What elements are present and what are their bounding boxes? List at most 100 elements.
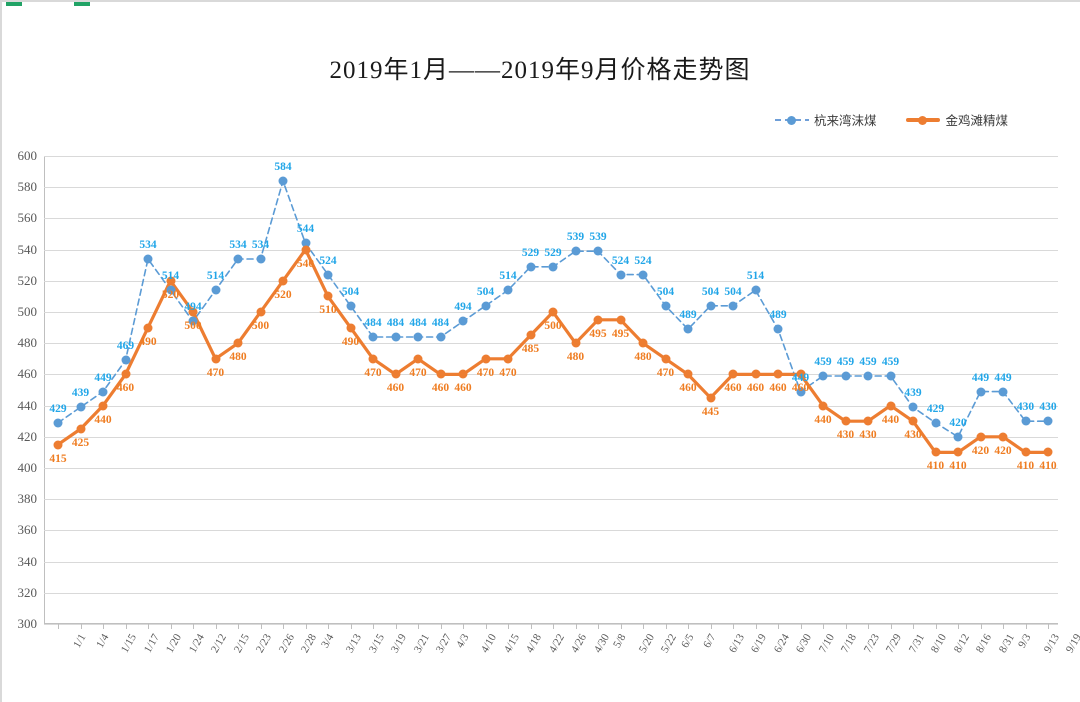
legend-item-blue[interactable]: 杭来湾沫煤 [774, 110, 876, 129]
data-point[interactable] [121, 355, 130, 365]
data-point[interactable] [593, 246, 603, 256]
data-point[interactable] [1021, 447, 1030, 457]
data-point[interactable] [391, 369, 400, 379]
data-point[interactable] [346, 301, 355, 311]
data-point[interactable] [323, 291, 333, 301]
gridline [44, 249, 1058, 251]
data-point[interactable] [53, 418, 63, 428]
data-point[interactable] [931, 418, 940, 428]
data-point[interactable] [503, 285, 513, 295]
data-point[interactable] [211, 354, 220, 364]
data-point[interactable] [661, 354, 670, 364]
data-point[interactable] [143, 254, 153, 264]
data-point[interactable] [571, 246, 580, 256]
data-point[interactable] [751, 285, 760, 295]
data-point[interactable] [256, 307, 265, 317]
data-point[interactable] [593, 315, 603, 325]
data-point[interactable] [796, 387, 805, 397]
data-point[interactable] [143, 323, 153, 333]
data-point[interactable] [368, 354, 378, 364]
data-point[interactable] [728, 369, 738, 379]
data-point[interactable] [301, 238, 310, 248]
data-point[interactable] [953, 447, 963, 457]
data-point[interactable] [661, 301, 670, 311]
data-point-label: 484 [386, 317, 405, 329]
data-point[interactable] [706, 301, 715, 311]
data-point[interactable] [188, 316, 198, 326]
data-point[interactable] [548, 262, 558, 272]
data-point[interactable] [1043, 447, 1053, 457]
data-point[interactable] [571, 338, 580, 348]
data-point[interactable] [436, 332, 445, 342]
data-point[interactable] [976, 387, 985, 397]
data-point[interactable] [233, 338, 243, 348]
data-point[interactable] [458, 369, 468, 379]
chart-legend[interactable]: 杭来湾沫煤 金鸡滩精煤 [774, 110, 1008, 129]
data-point[interactable] [773, 369, 783, 379]
data-point[interactable] [683, 369, 693, 379]
data-point[interactable] [1043, 416, 1053, 426]
data-point[interactable] [458, 316, 468, 326]
data-point[interactable] [638, 338, 648, 348]
data-point[interactable] [391, 332, 400, 342]
data-point[interactable] [638, 270, 648, 280]
data-point[interactable] [886, 371, 895, 381]
data-point[interactable] [53, 440, 63, 450]
data-point[interactable] [481, 354, 490, 364]
data-point[interactable] [233, 254, 243, 264]
data-point[interactable] [526, 262, 535, 272]
data-point[interactable] [616, 270, 625, 280]
data-point[interactable] [413, 332, 423, 342]
data-point[interactable] [998, 432, 1008, 442]
data-point[interactable] [301, 245, 310, 255]
data-point-label: 520 [274, 288, 292, 301]
data-point[interactable] [548, 307, 558, 317]
data-point[interactable] [278, 276, 288, 286]
data-point[interactable] [98, 387, 108, 397]
data-point[interactable] [121, 369, 130, 379]
data-point[interactable] [413, 354, 423, 364]
data-point[interactable] [841, 371, 850, 381]
data-point[interactable] [188, 307, 198, 317]
data-point[interactable] [166, 276, 175, 286]
data-point[interactable] [503, 354, 513, 364]
data-point[interactable] [256, 254, 265, 264]
data-point[interactable] [773, 324, 783, 334]
data-point[interactable] [76, 424, 85, 434]
data-point[interactable] [706, 393, 715, 403]
data-point[interactable] [346, 323, 355, 333]
data-point[interactable] [863, 371, 873, 381]
data-point[interactable] [323, 270, 333, 280]
data-point[interactable] [1021, 416, 1030, 426]
data-point-label: 514 [746, 270, 765, 283]
data-point[interactable] [818, 401, 828, 411]
x-axis-tick-label: 7/10 [816, 632, 837, 655]
data-point[interactable] [683, 324, 693, 334]
data-point[interactable] [886, 401, 895, 411]
data-point[interactable] [908, 402, 918, 412]
data-point[interactable] [863, 416, 873, 426]
data-point[interactable] [436, 369, 445, 379]
data-point[interactable] [908, 416, 918, 426]
data-point[interactable] [211, 285, 220, 295]
data-point[interactable] [76, 402, 85, 412]
data-point[interactable] [818, 371, 828, 381]
data-point[interactable] [616, 315, 625, 325]
data-point[interactable] [166, 285, 175, 295]
data-point[interactable] [526, 330, 535, 340]
data-point[interactable] [953, 432, 963, 442]
data-point[interactable] [841, 416, 850, 426]
plot-area: 300 320 340 360 380 400 420 440 460 480 500 520 540 5… [18, 148, 1080, 655]
data-point[interactable] [931, 447, 940, 457]
data-point[interactable] [278, 176, 288, 186]
legend-item-orange[interactable]: 金鸡滩精煤 [906, 110, 1008, 129]
data-point[interactable] [976, 432, 985, 442]
data-point[interactable] [796, 369, 805, 379]
data-point[interactable] [98, 401, 108, 411]
data-point[interactable] [751, 369, 760, 379]
data-point[interactable] [998, 387, 1008, 397]
data-point[interactable] [481, 301, 490, 311]
data-point[interactable] [728, 301, 738, 311]
data-point[interactable] [368, 332, 378, 342]
